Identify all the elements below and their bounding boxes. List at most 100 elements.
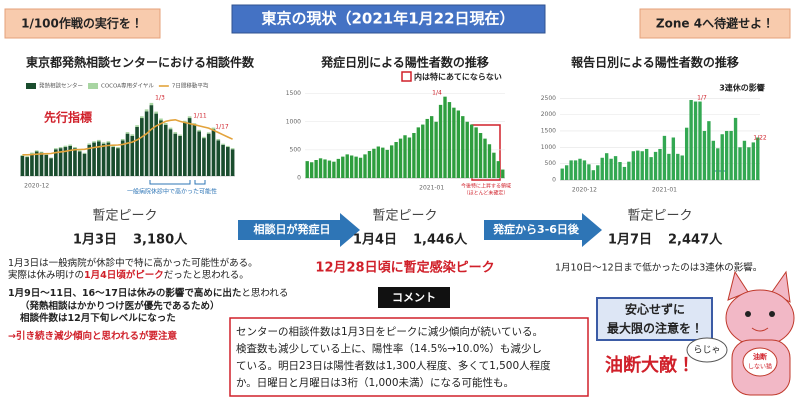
bar <box>693 101 698 180</box>
peak-label: 暫定ピーク <box>627 209 692 224</box>
bar <box>173 132 178 134</box>
right-badge: Zone 4へ待避せよ！ <box>656 16 774 31</box>
bar <box>20 155 25 156</box>
y-tick-label: 500 <box>290 146 302 153</box>
bar <box>569 160 573 180</box>
bar <box>226 145 230 148</box>
bar <box>483 138 487 178</box>
bar <box>154 113 158 176</box>
arrow <box>238 213 360 247</box>
note-segment: 1月4日頃がピーク <box>84 269 164 281</box>
bar <box>168 129 173 176</box>
bar <box>20 155 25 176</box>
bar <box>582 160 587 180</box>
bar <box>54 149 58 176</box>
bar <box>676 153 680 180</box>
comment-line: 検査数も減少している上に、陽性率（14.5%→10.0%）も減少し <box>236 342 542 355</box>
bar <box>501 169 505 178</box>
mascot-mouth <box>751 327 769 332</box>
bar <box>456 110 461 178</box>
annotation: （ほとんど未確定） <box>464 190 509 197</box>
bar <box>403 135 407 178</box>
bar <box>389 145 394 178</box>
bar <box>34 151 39 176</box>
bar <box>116 148 120 176</box>
comment-label-box <box>378 287 450 308</box>
bar <box>596 165 600 180</box>
bar <box>216 140 221 176</box>
line <box>22 118 233 156</box>
arrow-label: 相談日が発症日 <box>254 222 331 236</box>
bar <box>487 144 492 178</box>
bar <box>187 118 192 176</box>
bar <box>341 156 345 178</box>
annotation: 1/4 <box>432 90 442 97</box>
bar <box>689 100 693 180</box>
bar <box>560 168 564 180</box>
bar <box>154 111 158 114</box>
center-note: 12月28日頃に暫定感染ピーク <box>315 260 494 276</box>
note-segment: →引き続き減少傾向と思われるが要注意 <box>8 330 177 342</box>
bar <box>452 107 456 178</box>
bar <box>447 102 452 178</box>
annotation: 1/22 <box>753 135 767 142</box>
bar <box>202 138 206 176</box>
mascot-badge-text: しない猫 <box>748 363 772 371</box>
bar <box>469 124 474 178</box>
x-tick-label: 2020-12 <box>24 183 49 190</box>
bar <box>111 147 115 176</box>
bar <box>751 142 756 180</box>
peak-label: 暫定ピーク <box>372 209 437 224</box>
bar <box>367 151 372 178</box>
bar <box>461 116 465 178</box>
annotation: 内は特にあてにならない <box>414 72 502 82</box>
bar <box>92 141 96 143</box>
bar <box>221 144 225 176</box>
x-tick-label: 2021-01 <box>419 185 444 192</box>
arrow <box>484 213 602 247</box>
bar <box>25 156 29 158</box>
chart-title: 発症日別による陽性者数の推移 <box>320 55 489 70</box>
bar <box>202 136 206 139</box>
bar <box>173 133 178 176</box>
callout-box <box>596 297 713 341</box>
bar <box>631 151 636 180</box>
bar <box>63 145 68 148</box>
y-tick-label: 500 <box>545 160 557 167</box>
mascot-speech: らじゃ <box>693 345 720 356</box>
bar <box>197 129 201 132</box>
y-tick-label: 0 <box>552 177 556 184</box>
bar <box>698 101 702 180</box>
bracket <box>149 180 206 185</box>
bar <box>187 116 192 119</box>
bar <box>111 145 115 148</box>
comment-line: センターの相談件数は1月3日をピークに減少傾向が続いている。 <box>236 325 543 338</box>
bar <box>733 117 738 180</box>
bar <box>97 141 101 176</box>
bar <box>667 153 671 180</box>
bar <box>30 153 34 176</box>
mascot-badge <box>742 347 778 377</box>
comment-line: か。日曜日と月曜日は3桁（1,000未満）になる可能性も。 <box>236 376 514 389</box>
callout-line: 最大限の注意を！ <box>607 321 703 336</box>
bar <box>622 166 627 180</box>
peak-value: 1,446人 <box>413 233 468 248</box>
left-badge: 1/100作戦の実行を！ <box>21 16 143 31</box>
bar <box>465 121 469 178</box>
bar <box>724 130 729 180</box>
y-tick-label: 0 <box>297 175 301 182</box>
bar <box>68 145 72 176</box>
bar <box>747 147 751 180</box>
y-tick-label: 2500 <box>541 95 556 102</box>
peak-date: 1月4日 <box>353 233 397 248</box>
bar <box>425 118 429 178</box>
bar <box>434 121 438 178</box>
bar <box>385 149 389 178</box>
note-line: 実際は休み明けの1月4日頃がピークだったと思われる。 <box>8 269 249 281</box>
bar <box>211 129 216 176</box>
bar <box>183 120 187 123</box>
bar <box>707 121 711 180</box>
peak-label: 暫定ピーク <box>92 209 157 224</box>
left-badge-box <box>4 8 161 39</box>
bar <box>336 158 341 178</box>
